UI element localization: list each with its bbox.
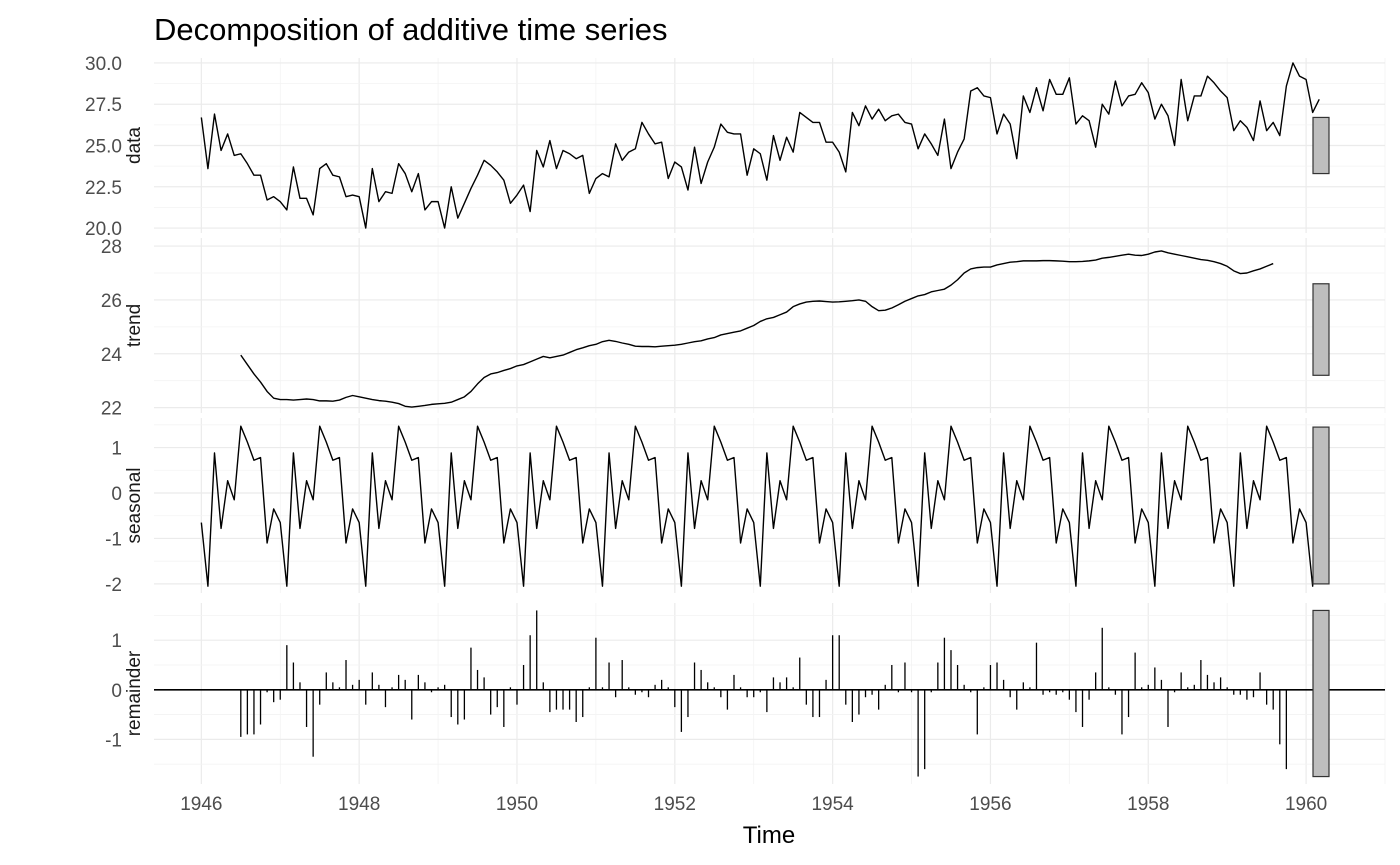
panel-label-seasonal: seasonal [124,467,145,543]
panel-label-trend: trend [124,304,145,347]
y-tick-label-trend: 26 [101,291,122,312]
range-bar-data [1312,116,1330,175]
x-tick-label: 1960 [1285,794,1327,815]
panel-label-remainder: remainder [124,650,145,736]
y-tick-label-remainder: -1 [105,730,122,751]
panel-data: 20.0 22.5 25.0 27.5 30.0 data [85,54,1386,240]
range-bar-trend [1312,283,1330,376]
y-tick-label-trend: 24 [101,345,123,366]
y-tick-label-data: 27.5 [85,95,122,116]
y-tick-label-seasonal: 0 [111,484,122,505]
y-tick-label-remainder: 1 [111,631,122,652]
x-tick-label: 1956 [969,794,1011,815]
panel-label-data: data [124,127,145,164]
x-axis: 1946 1948 1950 1952 1954 1956 1958 1960 [180,794,1327,815]
range-bar-seasonal [1312,426,1330,585]
x-tick-label: 1958 [1127,794,1169,815]
y-tick-label-data: 25.0 [85,137,122,158]
y-tick-label-data: 22.5 [85,178,122,199]
x-tick-label: 1950 [496,794,538,815]
chart-title: Decomposition of additive time series [154,12,667,47]
x-tick-label: 1954 [811,794,854,815]
y-tick-label-data: 20.0 [85,219,122,240]
y-tick-label-trend: 22 [101,399,122,420]
panels-group: 20.022.525.027.530.0data22242628trend-2-… [85,54,1386,784]
x-tick-label: 1948 [338,794,380,815]
panel-trend: 22 24 26 28 trend [101,237,1386,420]
series-line-trend [240,250,1274,408]
y-tick-label-remainder: 0 [111,681,122,702]
range-bar-remainder [1312,609,1330,778]
y-tick-label-data: 30.0 [85,54,122,75]
y-tick-label-trend: 28 [101,237,122,258]
y-tick-label-seasonal: -1 [105,529,122,550]
x-tick-label: 1946 [180,794,222,815]
x-axis-title: Time [743,822,795,849]
series-line-seasonal [200,425,1320,587]
y-tick-label-seasonal: -2 [105,575,122,596]
x-tick-label: 1952 [654,794,696,815]
y-tick-label-seasonal: 1 [111,439,122,460]
series-line-data [200,62,1320,229]
